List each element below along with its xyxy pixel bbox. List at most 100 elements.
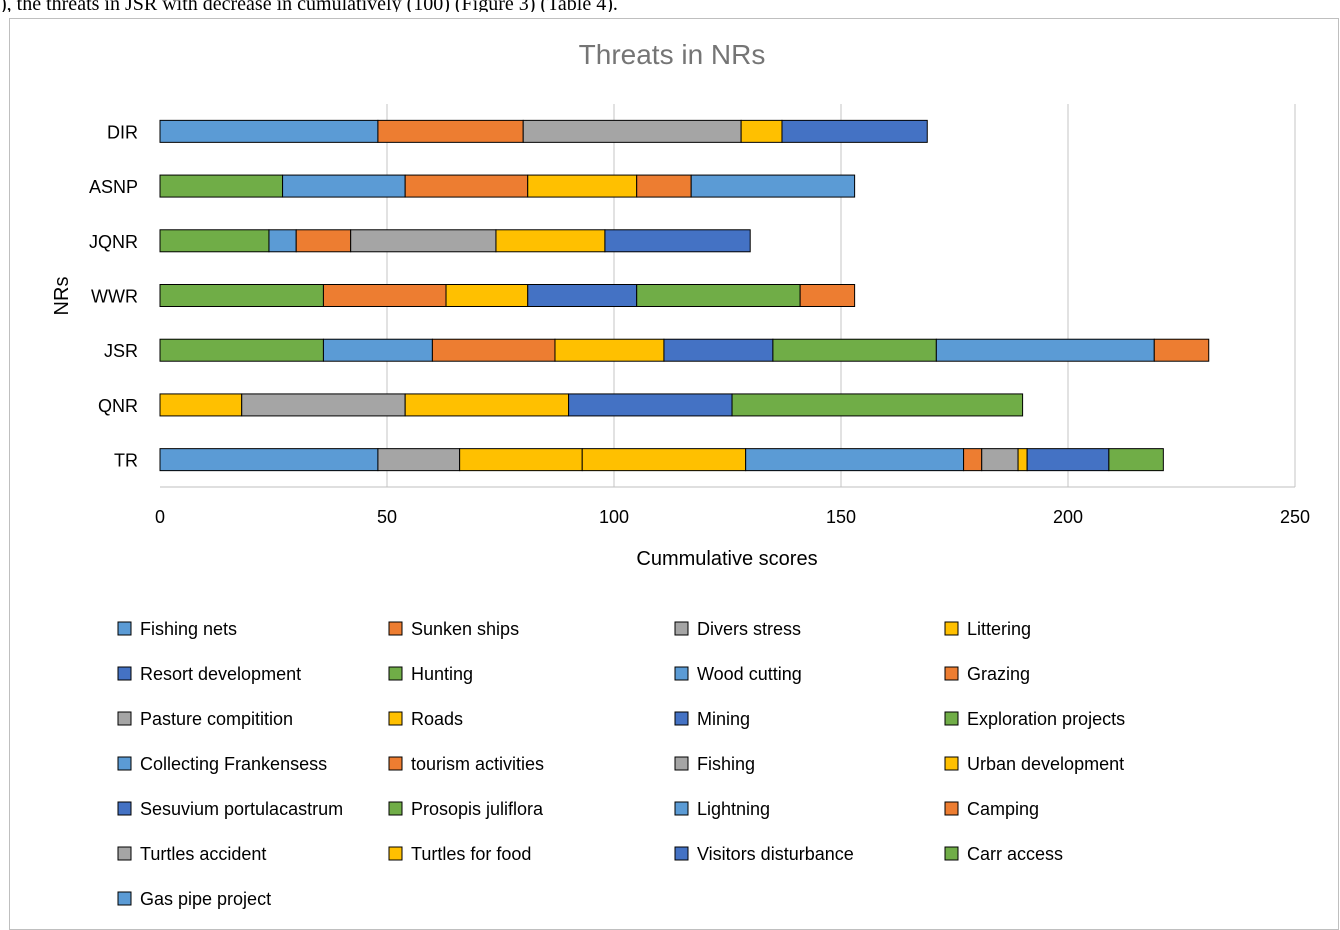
legend-label: Prosopis juliflora	[411, 799, 544, 819]
bar-segment	[268, 229, 297, 253]
bar-segment	[445, 284, 529, 307]
legend-swatch	[388, 711, 403, 726]
legend-swatch	[674, 621, 689, 636]
bar-segment	[241, 393, 406, 417]
legend-swatch	[117, 711, 132, 726]
bar-segment	[295, 229, 352, 253]
x-tick-label: 0	[155, 507, 165, 527]
bar-segment	[781, 119, 928, 143]
legend-swatch	[674, 846, 689, 861]
bar-segment	[322, 284, 447, 307]
y-tick-label: JSR	[104, 341, 138, 361]
legend-swatch	[674, 756, 689, 771]
bar-segment	[663, 338, 774, 362]
legend-swatch	[117, 756, 132, 771]
legend-label: Hunting	[411, 664, 473, 684]
bar-segment	[1017, 448, 1028, 472]
legend: Fishing nets Sunken ships Divers stress Lit…	[117, 619, 1125, 909]
legend-swatch	[944, 801, 959, 816]
chart-frame	[9, 18, 1339, 930]
bar-segment	[772, 338, 937, 362]
legend-label: Resort development	[140, 664, 301, 684]
bar-segment	[404, 393, 570, 417]
bar-segment	[495, 229, 606, 253]
legend-label: Visitors disturbance	[697, 844, 854, 864]
bar-segment	[731, 393, 1024, 417]
x-tick-label: 100	[599, 507, 629, 527]
legend-swatch	[674, 711, 689, 726]
bar-segment	[377, 448, 461, 472]
legend-swatch	[117, 846, 132, 861]
y-tick-label: QNR	[98, 396, 138, 416]
bar-segment	[431, 338, 556, 362]
bar-segment	[935, 338, 1155, 362]
bar-segment	[159, 448, 379, 472]
x-tick-label: 150	[826, 507, 856, 527]
bar-segment	[350, 229, 497, 253]
bar-segment	[981, 448, 1019, 472]
bar-segment	[159, 338, 324, 362]
legend-swatch	[117, 891, 132, 906]
legend-label: Sunken ships	[411, 619, 519, 639]
bar-segment	[1153, 338, 1210, 362]
bar-segment	[740, 119, 783, 143]
legend-label: Gas pipe project	[140, 889, 271, 909]
x-tick-label: 200	[1053, 507, 1083, 527]
bar-segment	[159, 393, 243, 417]
legend-swatch	[674, 801, 689, 816]
legend-label: Wood cutting	[697, 664, 802, 684]
legend-label: Turtles accident	[140, 844, 266, 864]
legend-swatch	[944, 711, 959, 726]
y-tick-label: WWR	[91, 287, 138, 307]
legend-label: Carr access	[967, 844, 1063, 864]
bars	[159, 119, 1210, 472]
legend-label: tourism activities	[411, 754, 544, 774]
bar-segment	[322, 338, 433, 362]
legend-label: Collecting Frankensess	[140, 754, 327, 774]
legend-swatch	[944, 846, 959, 861]
bar-segment	[554, 338, 665, 362]
bar-segment	[963, 448, 983, 472]
bar-segment	[459, 448, 583, 472]
legend-swatch	[388, 846, 403, 861]
bar-segment	[527, 174, 638, 198]
legend-label: Lightning	[697, 799, 770, 819]
legend-label: Fishing	[697, 754, 755, 774]
legend-label: Divers stress	[697, 619, 801, 639]
legend-swatch	[388, 756, 403, 771]
legend-label: Littering	[967, 619, 1031, 639]
x-tick-label: 250	[1280, 507, 1310, 527]
bar-segment	[636, 174, 692, 198]
bar-segment	[522, 119, 742, 143]
bar-segment	[581, 448, 747, 472]
bar-segment	[159, 229, 270, 253]
legend-swatch	[117, 666, 132, 681]
bar-segment	[159, 174, 284, 198]
bar-segment	[282, 174, 406, 198]
legend-label: Roads	[411, 709, 463, 729]
bar-segment	[377, 119, 524, 143]
bar-segment	[1026, 448, 1110, 472]
legend-label: Exploration projects	[967, 709, 1125, 729]
chart-title: Threats in NRs	[579, 39, 766, 70]
legend-swatch	[944, 621, 959, 636]
bar-segment	[159, 119, 379, 143]
legend-swatch	[944, 756, 959, 771]
legend-swatch	[388, 666, 403, 681]
legend-label: Grazing	[967, 664, 1030, 684]
bar-segment	[636, 284, 801, 307]
x-tick-label: 50	[377, 507, 397, 527]
bar-segment	[404, 174, 529, 198]
legend-swatch	[117, 801, 132, 816]
y-tick-label: ASNP	[89, 177, 138, 197]
x-axis-label: Cummulative scores	[636, 548, 817, 570]
bar-segment	[799, 284, 856, 307]
legend-label: Fishing nets	[140, 619, 237, 639]
legend-swatch	[117, 621, 132, 636]
legend-swatch	[674, 666, 689, 681]
y-tick-label: DIR	[107, 122, 138, 142]
y-tick-labels: TR QNR JSR WWR JQNR ASNP DIR	[89, 122, 138, 470]
bar-segment	[159, 284, 324, 307]
x-tick-labels: 0 50 100 150 200 250	[155, 507, 1310, 527]
